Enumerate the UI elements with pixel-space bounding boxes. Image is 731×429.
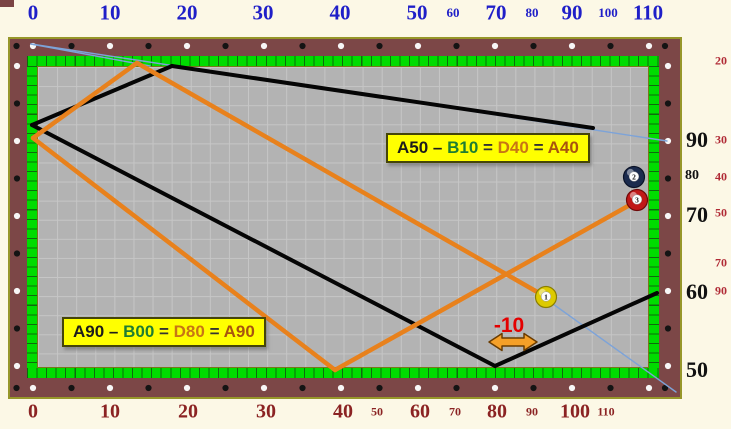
right-secondary-label: 30	[715, 132, 727, 147]
right-secondary-label: 90	[715, 283, 727, 298]
bottom-scale-label: 80	[487, 400, 507, 423]
top-scale-label: 10	[99, 0, 121, 25]
bottom-scale-label: 100	[560, 400, 590, 423]
bottom-scale-label: 40	[333, 400, 353, 423]
formula-box-top: A50 – B10 = D40 = A40	[386, 133, 590, 164]
right-primary-label: 70	[686, 202, 708, 227]
top-scale-label: 40	[329, 0, 351, 25]
formula-part: =	[204, 322, 224, 341]
top-scale-label: 100	[598, 5, 618, 20]
right-primary-label: 60	[686, 279, 708, 304]
bottom-scale-label: 50	[371, 404, 383, 419]
formula-part: A50	[397, 138, 429, 157]
top-scale-label: 30	[252, 0, 274, 25]
bottom-scale-label: 60	[410, 400, 430, 423]
top-scale-label: 80	[525, 5, 539, 20]
formula-part: =	[478, 138, 498, 157]
right-secondary-label: 50	[715, 205, 727, 220]
right-primary-label: 50	[686, 357, 708, 382]
top-scale-label: 0	[27, 0, 39, 25]
top-scale-label: 70	[485, 0, 507, 25]
cushion-right	[649, 66, 659, 368]
top-scale-label: 110	[632, 0, 664, 25]
top-scale-label: 90	[561, 0, 583, 25]
bottom-scale-label: 10	[100, 400, 120, 423]
cushion-bottom	[27, 368, 659, 378]
formula-part: –	[428, 138, 448, 157]
cushion-top	[27, 56, 659, 66]
formula-part: A90	[223, 322, 255, 341]
formula-part: =	[154, 322, 174, 341]
formula-part: B00	[123, 322, 155, 341]
top-scale-label: 20	[176, 0, 198, 25]
bottom-scale-label: 30	[256, 400, 276, 423]
formula-part: B10	[447, 138, 479, 157]
cushion-left	[27, 66, 37, 368]
top-scale-label: 60	[446, 5, 460, 20]
bottom-scale-label: 0	[28, 400, 38, 423]
formula-part: D40	[497, 138, 529, 157]
formula-part: =	[528, 138, 548, 157]
top-scale-label: 50	[406, 0, 428, 25]
right-secondary-label: 40	[715, 169, 727, 184]
formula-part: A90	[73, 322, 105, 341]
formula-box-bottom: A90 – B00 = D80 = A90	[62, 317, 266, 348]
formula-part: A40	[547, 138, 579, 157]
offset-label: -10	[493, 314, 525, 337]
formula-part: –	[104, 322, 124, 341]
right-secondary-label: 70	[715, 255, 727, 270]
formula-part: D80	[173, 322, 205, 341]
right-primary-label: 80	[685, 168, 699, 183]
right-secondary-label: 20	[715, 53, 727, 68]
bottom-scale-label: 90	[526, 404, 538, 419]
right-primary-label: 90	[686, 127, 708, 152]
corner-decoration	[0, 0, 14, 7]
bottom-scale-label: 110	[597, 404, 615, 419]
bottom-scale-label: 20	[178, 400, 198, 423]
bottom-scale-label: 70	[449, 404, 461, 419]
